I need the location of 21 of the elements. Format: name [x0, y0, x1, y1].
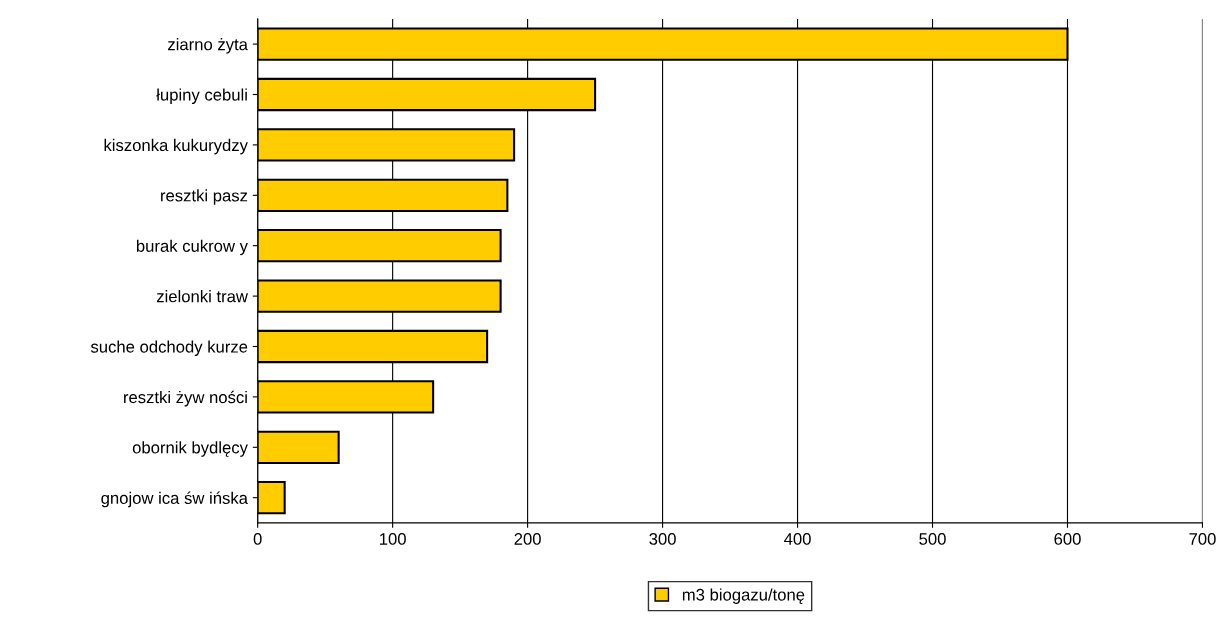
x-tick-label: 700 [1189, 533, 1216, 545]
legend-label: m3 biogazu/tonę [682, 588, 805, 604]
y-tick-label: gnojow ica św ińska [101, 491, 248, 508]
bar [257, 481, 286, 515]
y-tick-label: suche odchody kurze [90, 340, 248, 356]
x-tick-label: 500 [919, 533, 946, 545]
x-tick-label: 200 [514, 533, 541, 545]
x-tick-label: 300 [649, 533, 676, 545]
y-tick-label: resztki żyw ności [124, 390, 247, 407]
x-tick-label: 400 [784, 533, 811, 545]
y-tick-label: obornik bydlęcy [132, 441, 248, 457]
bar [257, 430, 340, 464]
y-tick-label: resztki pasz [161, 189, 248, 205]
y-tick-label: kiszonka kukurydzy [104, 138, 248, 155]
y-tick-label: łupiny cebuli [156, 88, 247, 104]
y-tick-label: burak cukrow y [136, 239, 248, 256]
x-tick-label: 0 [253, 533, 262, 545]
x-tick-label: 100 [380, 533, 406, 545]
y-tick-label: ziarno żyta [168, 38, 248, 54]
y-tick-label: zielonki traw [156, 290, 248, 303]
x-tick-label: 600 [1054, 533, 1081, 545]
